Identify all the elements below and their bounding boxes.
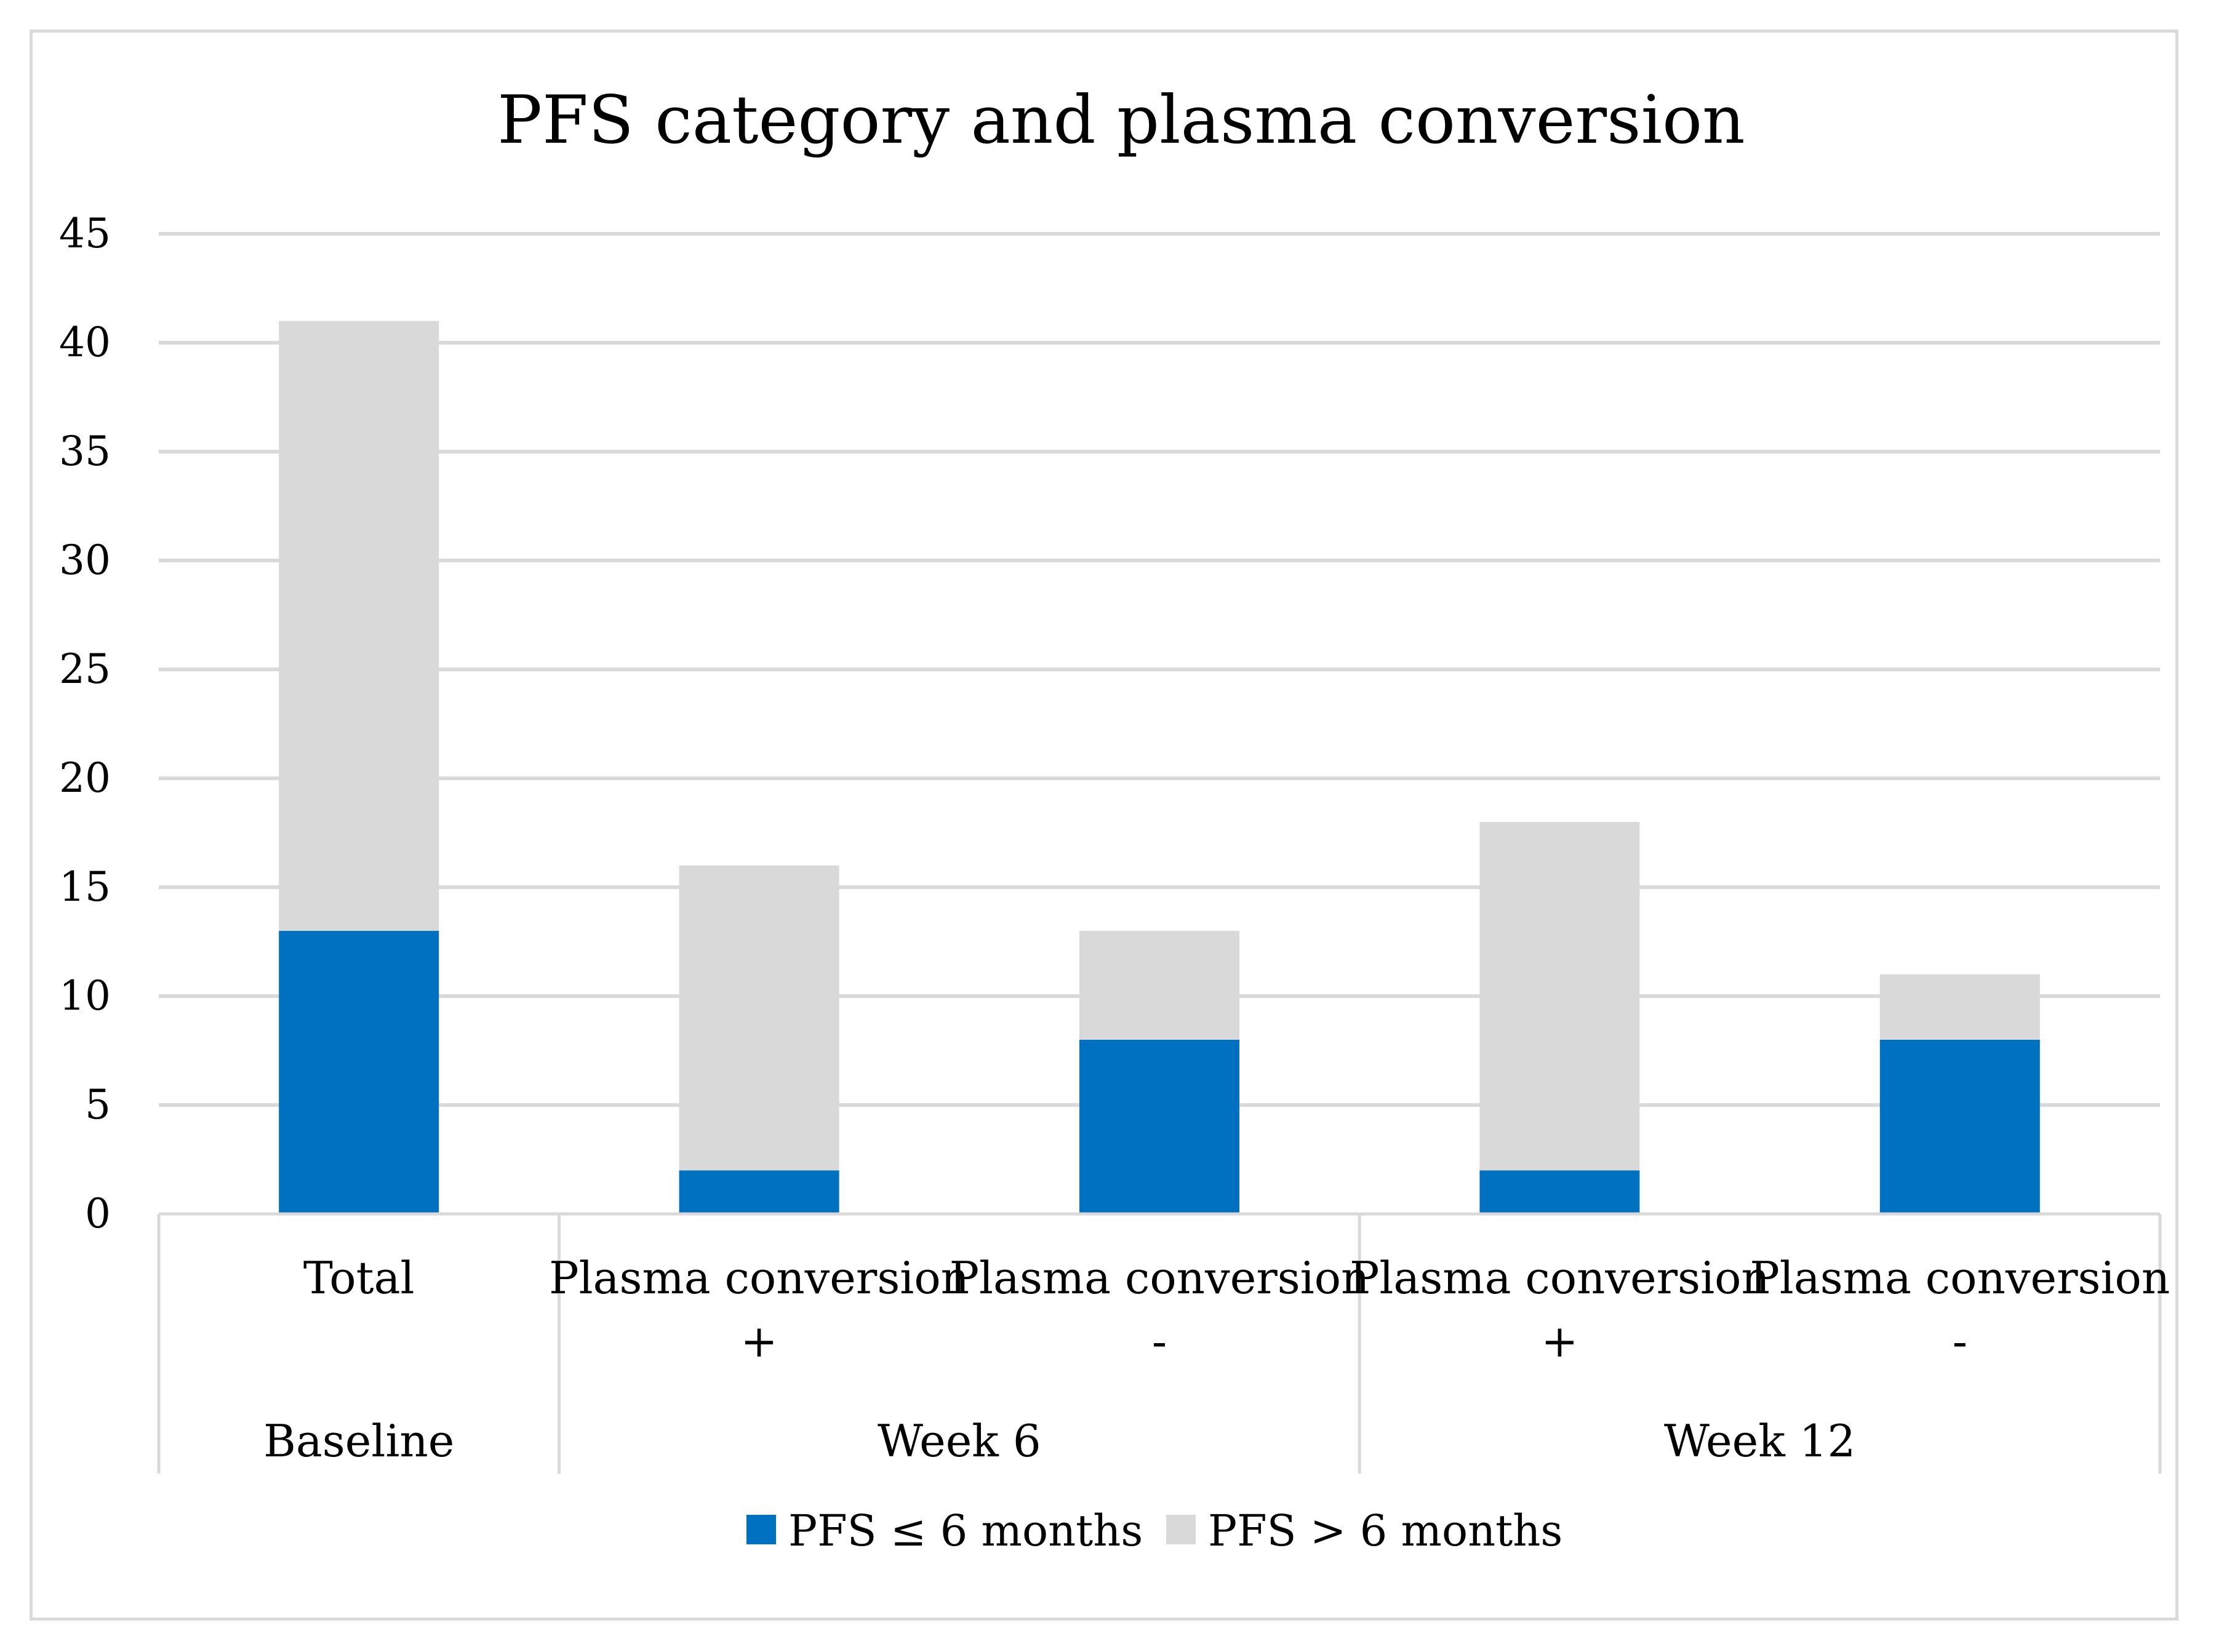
legend-label: PFS ≤ 6 months: [788, 1506, 1143, 1556]
bar-pfs-gt-6-months: [1079, 930, 1239, 1040]
bar-pfs-gt-6-months: [1879, 974, 2040, 1040]
bar-pfs-gt-6-months: [279, 321, 439, 931]
bar-pfs-le-6-months: [279, 930, 439, 1214]
y-tick-label: 0: [85, 1190, 111, 1237]
bar-pfs-gt-6-months: [679, 865, 839, 1171]
x-category-label: Plasma conversion: [549, 1252, 969, 1304]
y-tick-label: 10: [59, 972, 111, 1020]
y-tick-label: 20: [59, 754, 111, 802]
x-group-label: Week 6: [878, 1415, 1041, 1467]
y-tick-label: 25: [59, 645, 111, 693]
y-tick-label: 30: [59, 537, 111, 584]
x-category-label: Plasma conversion: [1350, 1252, 1770, 1304]
x-category-sublabel: -: [1152, 1315, 1167, 1367]
x-category-label: Total: [303, 1252, 415, 1304]
x-category-sublabel: +: [1541, 1315, 1578, 1367]
y-tick-label: 35: [59, 428, 111, 475]
gridlines: [159, 232, 2160, 1107]
x-category-sublabel: +: [740, 1315, 777, 1367]
bar-pfs-le-6-months: [1079, 1039, 1239, 1214]
bar-pfs-le-6-months: [679, 1170, 839, 1214]
x-axis: Total Plasma conversion + Plasma conversion…: [157, 1212, 2170, 1474]
legend-swatch: [746, 1515, 776, 1544]
bar-pfs-le-6-months: [1879, 1039, 2040, 1214]
x-group-label: Baseline: [263, 1415, 454, 1467]
y-tick-label: 40: [59, 319, 111, 366]
y-tick-label: 45: [59, 210, 111, 257]
legend-label: PFS > 6 months: [1208, 1506, 1562, 1556]
legend: PFS ≤ 6 months PFS > 6 months: [746, 1506, 1562, 1556]
legend-swatch: [1166, 1515, 1196, 1544]
bar-pfs-gt-6-months: [1479, 821, 1640, 1171]
bars: [279, 321, 2040, 1214]
bar-pfs-le-6-months: [1479, 1170, 1640, 1214]
x-category-label: Plasma conversion: [950, 1252, 1370, 1304]
x-category-sublabel: -: [1953, 1315, 1967, 1367]
x-category-label: Plasma conversion: [1750, 1252, 2170, 1304]
y-axis-ticks: 0 5 10 15 20 25 30 35 40 45: [59, 210, 111, 1237]
chart-title: PFS category and plasma conversion: [497, 82, 1745, 159]
x-group-label: Week 12: [1664, 1415, 1855, 1467]
y-tick-label: 5: [85, 1081, 111, 1128]
y-tick-label: 15: [59, 863, 111, 911]
